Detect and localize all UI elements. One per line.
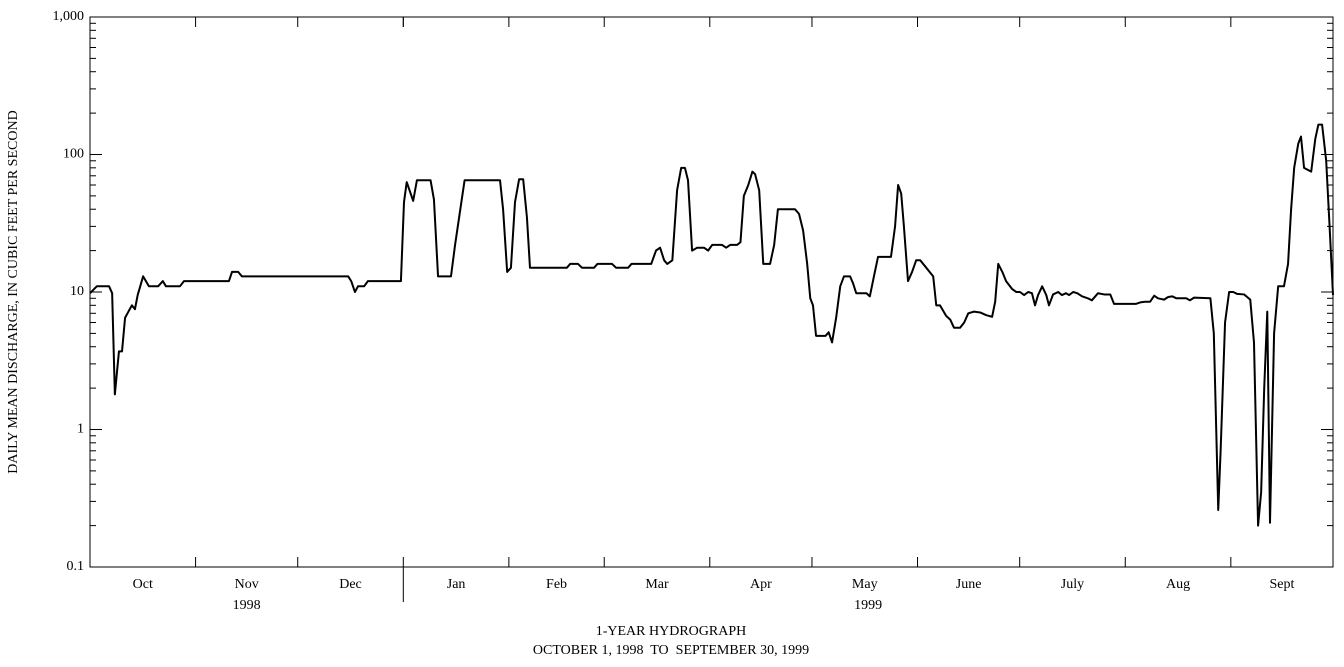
month-label: Sept — [1269, 577, 1294, 592]
month-label: Feb — [546, 577, 567, 592]
month-label: Aug — [1166, 577, 1190, 592]
month-label: Mar — [645, 577, 669, 592]
y-tick-label: 10 — [70, 284, 84, 299]
y-axis-label: DAILY MEAN DISCHARGE, IN CUBIC FEET PER … — [6, 110, 21, 473]
year-label: 1998 — [233, 598, 261, 613]
month-label: Apr — [750, 577, 772, 592]
plot-frame — [89, 16, 1334, 568]
x-axis-label: 1-YEAR HYDROGRAPH — [596, 624, 747, 639]
month-label: May — [852, 577, 878, 592]
month-label: Oct — [133, 577, 153, 592]
year-label: 1999 — [854, 598, 882, 613]
month-label: July — [1061, 577, 1084, 592]
discharge-line — [89, 123, 1334, 527]
y-tick-label: 1 — [77, 422, 84, 437]
month-label: Jan — [447, 577, 466, 592]
y-tick-label: 0.1 — [67, 559, 85, 574]
y-tick-label: 100 — [63, 147, 84, 162]
month-label: Nov — [235, 577, 259, 592]
month-label: Dec — [339, 577, 362, 592]
y-tick-label: 1,000 — [53, 9, 85, 24]
x-axis-label: OCTOBER 1, 1998 TO SEPTEMBER 30, 1999 — [533, 643, 809, 658]
month-label: June — [956, 577, 982, 592]
